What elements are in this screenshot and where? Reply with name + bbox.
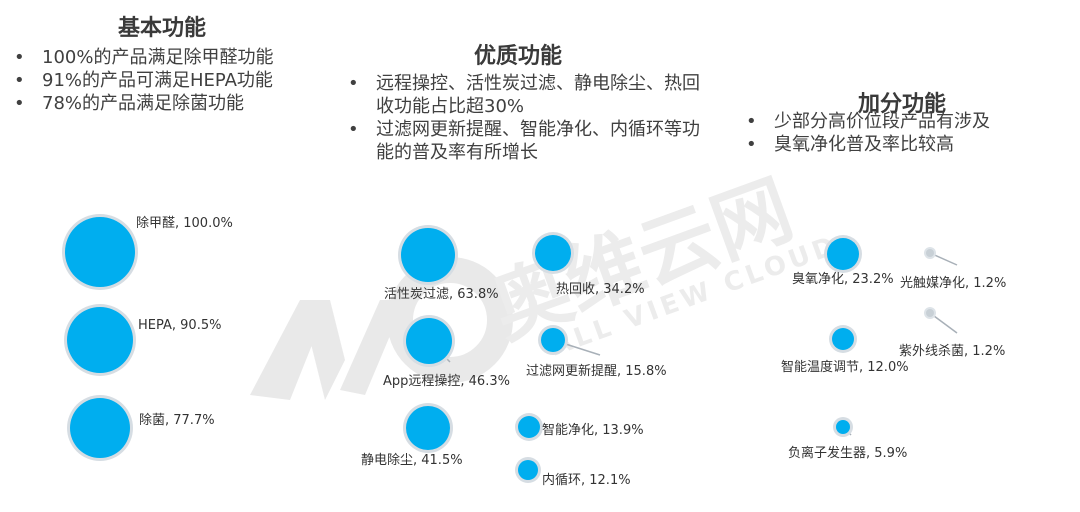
bubble-uv bbox=[926, 309, 934, 317]
bubble-sterilization bbox=[70, 398, 130, 458]
quality-section-title: 优质功能 bbox=[474, 44, 563, 69]
basic-bullets: 100%的产品满足除甲醛功能 91%的产品可满足HEPA功能 78%的产品满足除… bbox=[10, 46, 273, 115]
bubble-smart-temp bbox=[832, 328, 854, 350]
label-app-remote: App远程操控, 46.3% bbox=[383, 374, 510, 389]
label-negative-ion: 负离子发生器, 5.9% bbox=[788, 446, 908, 461]
bullet-item: 78%的产品满足除菌功能 bbox=[10, 92, 273, 115]
label-sterilization: 除菌, 77.7% bbox=[139, 413, 215, 428]
label-uv: 紫外线杀菌, 1.2% bbox=[899, 344, 1006, 359]
label-filter-reminder: 过滤网更新提醒, 15.8% bbox=[526, 364, 667, 379]
label-photocatalyst: 光触媒净化, 1.2% bbox=[900, 276, 1007, 291]
bubble-inner-circulation bbox=[518, 460, 538, 480]
bullet-item: 91%的产品可满足HEPA功能 bbox=[10, 69, 273, 92]
quality-bullets: 远程操控、活性炭过滤、静电除尘、热回收功能占比超30% 过滤网更新提醒、智能净化… bbox=[344, 72, 714, 164]
label-inner-circulation: 内循环, 12.1% bbox=[542, 473, 631, 488]
bubble-formaldehyde bbox=[65, 217, 135, 287]
bubble-heat-recovery bbox=[535, 235, 571, 271]
basic-section-title: 基本功能 bbox=[118, 16, 207, 41]
bubble-electrostatic bbox=[406, 406, 450, 450]
svg-text:奥维云网: 奥维云网 bbox=[480, 165, 804, 356]
bubble-hepa bbox=[67, 307, 133, 373]
bubble-negative-ion bbox=[836, 420, 850, 434]
label-smart-temp: 智能温度调节, 12.0% bbox=[781, 360, 909, 375]
label-formaldehyde: 除甲醛, 100.0% bbox=[136, 216, 233, 231]
label-electrostatic: 静电除尘, 41.5% bbox=[361, 453, 463, 468]
bubble-smart-purify bbox=[518, 416, 540, 438]
bullet-item: 远程操控、活性炭过滤、静电除尘、热回收功能占比超30% bbox=[344, 72, 714, 118]
label-smart-purify: 智能净化, 13.9% bbox=[542, 423, 644, 438]
bonus-bullets: 少部分高价位段产品有涉及 臭氧净化普及率比较高 bbox=[742, 110, 990, 156]
bullet-item: 100%的产品满足除甲醛功能 bbox=[10, 46, 273, 69]
bubble-filter-reminder bbox=[541, 328, 565, 352]
bubble-activated-carbon bbox=[401, 228, 455, 282]
label-hepa: HEPA, 90.5% bbox=[138, 318, 222, 333]
bullet-item: 臭氧净化普及率比较高 bbox=[742, 133, 990, 156]
bullet-item: 少部分高价位段产品有涉及 bbox=[742, 110, 990, 133]
bubble-ozone bbox=[827, 238, 859, 270]
bubble-photocatalyst bbox=[926, 249, 934, 257]
label-ozone: 臭氧净化, 23.2% bbox=[792, 272, 894, 287]
bullet-item: 过滤网更新提醒、智能净化、内循环等功能的普及率有所增长 bbox=[344, 118, 714, 164]
label-heat-recovery: 热回收, 34.2% bbox=[556, 282, 645, 297]
bubble-app-remote bbox=[406, 318, 452, 364]
label-activated-carbon: 活性炭过滤, 63.8% bbox=[384, 287, 499, 302]
